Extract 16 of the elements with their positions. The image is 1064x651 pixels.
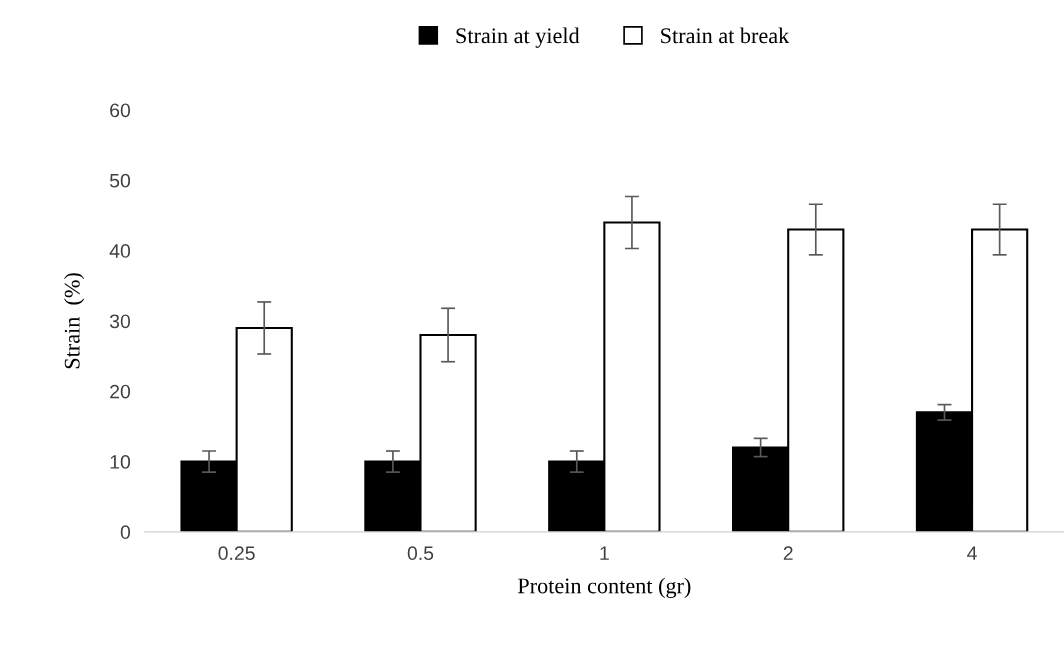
y-axis-title: Strain (%) [64,273,85,369]
y-tick-label: 40 [109,244,131,258]
x-tick-label: 0.25 [218,546,255,561]
x-tick-label: 2 [783,546,793,560]
x-axis-title: Protein content (gr) [517,577,691,598]
y-tick-label: 60 [110,103,131,118]
x-tick-label: 4 [967,546,977,560]
y-tick-label: 30 [109,314,131,329]
y-tick-label: 50 [109,173,131,188]
y-tick-label: 10 [110,455,131,469]
x-tick-label: 0.5 [407,546,434,561]
y-tick-label: 0 [120,525,131,540]
x-tick-label: 1 [600,546,609,560]
legend-label: Strain at break [661,27,790,44]
legend-label: Strain at yield [456,27,580,48]
y-tick-label: 20 [110,384,131,399]
